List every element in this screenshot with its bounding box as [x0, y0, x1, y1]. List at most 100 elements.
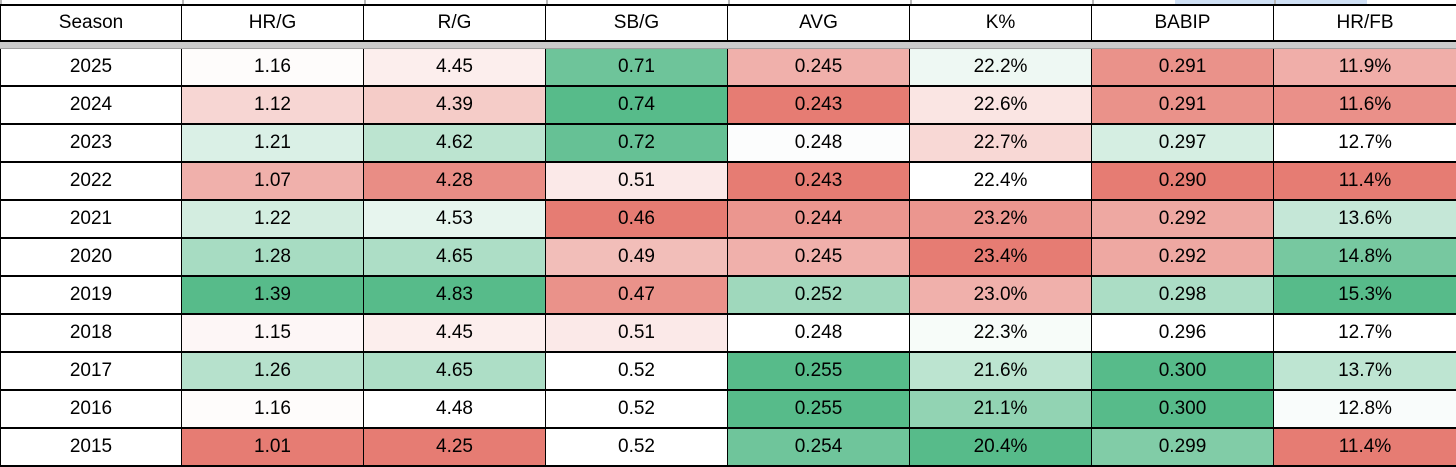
cell-2016-avg[interactable]: 0.255	[728, 391, 910, 427]
cell-2018-babip[interactable]: 0.296	[1092, 315, 1274, 351]
cell-2019-k[interactable]: 23.0%	[910, 277, 1092, 313]
cell-2018-k[interactable]: 22.3%	[910, 315, 1092, 351]
column-header-avg[interactable]: AVG	[728, 6, 910, 40]
cell-2025-season[interactable]: 2025	[0, 49, 182, 85]
cell-2022-hr-fb[interactable]: 11.4%	[1274, 163, 1456, 199]
cell-2025-hr-g[interactable]: 1.16	[182, 49, 364, 85]
cell-2017-season[interactable]: 2017	[0, 353, 182, 389]
selection-highlight-fragment	[1175, 0, 1367, 4]
cell-2021-hr-g[interactable]: 1.22	[182, 201, 364, 237]
cell-2016-hr-fb[interactable]: 12.8%	[1274, 391, 1456, 427]
cell-2020-babip[interactable]: 0.292	[1092, 239, 1274, 275]
cell-2019-sb-g[interactable]: 0.47	[546, 277, 728, 313]
cell-2022-r-g[interactable]: 4.28	[364, 163, 546, 199]
cell-2017-r-g[interactable]: 4.65	[364, 353, 546, 389]
cell-2019-babip[interactable]: 0.298	[1092, 277, 1274, 313]
cell-2023-hr-g[interactable]: 1.21	[182, 125, 364, 161]
cell-2018-sb-g[interactable]: 0.51	[546, 315, 728, 351]
cell-2019-hr-fb[interactable]: 15.3%	[1274, 277, 1456, 313]
cell-2019-avg[interactable]: 0.252	[728, 277, 910, 313]
cell-2015-hr-fb[interactable]: 11.4%	[1274, 429, 1456, 465]
cell-2024-avg[interactable]: 0.243	[728, 87, 910, 123]
cell-2024-sb-g[interactable]: 0.74	[546, 87, 728, 123]
cell-2015-babip[interactable]: 0.299	[1092, 429, 1274, 465]
cell-2020-hr-g[interactable]: 1.28	[182, 239, 364, 275]
cell-2023-r-g[interactable]: 4.62	[364, 125, 546, 161]
cell-2015-hr-g[interactable]: 1.01	[182, 429, 364, 465]
cell-2017-k[interactable]: 21.6%	[910, 353, 1092, 389]
cell-2024-season[interactable]: 2024	[0, 87, 182, 123]
cell-2024-k[interactable]: 22.6%	[910, 87, 1092, 123]
cell-2023-sb-g[interactable]: 0.72	[546, 125, 728, 161]
cell-2015-r-g[interactable]: 4.25	[364, 429, 546, 465]
cell-2017-hr-g[interactable]: 1.26	[182, 353, 364, 389]
cell-2020-season[interactable]: 2020	[0, 239, 182, 275]
column-header-season[interactable]: Season	[0, 6, 182, 40]
cell-2018-season[interactable]: 2018	[0, 315, 182, 351]
cell-2015-k[interactable]: 20.4%	[910, 429, 1092, 465]
column-header-r-g[interactable]: R/G	[364, 6, 546, 40]
cell-2016-r-g[interactable]: 4.48	[364, 391, 546, 427]
column-header-hr-fb[interactable]: HR/FB	[1274, 6, 1456, 40]
cell-2025-k[interactable]: 22.2%	[910, 49, 1092, 85]
cell-2022-sb-g[interactable]: 0.51	[546, 163, 728, 199]
cell-2025-sb-g[interactable]: 0.71	[546, 49, 728, 85]
column-header-babip[interactable]: BABIP	[1092, 6, 1274, 40]
cell-2020-r-g[interactable]: 4.65	[364, 239, 546, 275]
cell-2018-r-g[interactable]: 4.45	[364, 315, 546, 351]
cell-2023-babip[interactable]: 0.297	[1092, 125, 1274, 161]
cell-2023-k[interactable]: 22.7%	[910, 125, 1092, 161]
cell-2017-avg[interactable]: 0.255	[728, 353, 910, 389]
cell-2024-r-g[interactable]: 4.39	[364, 87, 546, 123]
column-header-k[interactable]: K%	[910, 6, 1092, 40]
cell-2022-season[interactable]: 2022	[0, 163, 182, 199]
cell-2025-babip[interactable]: 0.291	[1092, 49, 1274, 85]
cell-2021-babip[interactable]: 0.292	[1092, 201, 1274, 237]
cell-2017-hr-fb[interactable]: 13.7%	[1274, 353, 1456, 389]
cell-2022-k[interactable]: 22.4%	[910, 163, 1092, 199]
cell-2020-k[interactable]: 23.4%	[910, 239, 1092, 275]
cell-2019-r-g[interactable]: 4.83	[364, 277, 546, 313]
cell-2024-hr-g[interactable]: 1.12	[182, 87, 364, 123]
cell-2022-hr-g[interactable]: 1.07	[182, 163, 364, 199]
cell-2018-hr-g[interactable]: 1.15	[182, 315, 364, 351]
cell-2020-avg[interactable]: 0.245	[728, 239, 910, 275]
cell-2020-sb-g[interactable]: 0.49	[546, 239, 728, 275]
cell-2017-babip[interactable]: 0.300	[1092, 353, 1274, 389]
column-header-hr-g[interactable]: HR/G	[182, 6, 364, 40]
cell-2021-hr-fb[interactable]: 13.6%	[1274, 201, 1456, 237]
cell-2016-season[interactable]: 2016	[0, 391, 182, 427]
cell-2016-babip[interactable]: 0.300	[1092, 391, 1274, 427]
cell-2025-avg[interactable]: 0.245	[728, 49, 910, 85]
cell-2016-hr-g[interactable]: 1.16	[182, 391, 364, 427]
cell-2025-hr-fb[interactable]: 11.9%	[1274, 49, 1456, 85]
cell-2023-avg[interactable]: 0.248	[728, 125, 910, 161]
cell-2020-hr-fb[interactable]: 14.8%	[1274, 239, 1456, 275]
cell-2019-season[interactable]: 2019	[0, 277, 182, 313]
cell-2021-sb-g[interactable]: 0.46	[546, 201, 728, 237]
cell-2021-k[interactable]: 23.2%	[910, 201, 1092, 237]
cell-2024-babip[interactable]: 0.291	[1092, 87, 1274, 123]
cell-2023-season[interactable]: 2023	[0, 125, 182, 161]
column-header-sb-g[interactable]: SB/G	[546, 6, 728, 40]
cell-2017-sb-g[interactable]: 0.52	[546, 353, 728, 389]
cell-2016-k[interactable]: 21.1%	[910, 391, 1092, 427]
cell-2015-avg[interactable]: 0.254	[728, 429, 910, 465]
cell-2016-sb-g[interactable]: 0.52	[546, 391, 728, 427]
cell-2021-r-g[interactable]: 4.53	[364, 201, 546, 237]
gridline-tick	[728, 0, 730, 4]
cell-2025-r-g[interactable]: 4.45	[364, 49, 546, 85]
cell-2023-hr-fb[interactable]: 12.7%	[1274, 125, 1456, 161]
cell-2022-avg[interactable]: 0.243	[728, 163, 910, 199]
cell-2021-season[interactable]: 2021	[0, 201, 182, 237]
cell-2022-babip[interactable]: 0.290	[1092, 163, 1274, 199]
cell-2018-hr-fb[interactable]: 12.7%	[1274, 315, 1456, 351]
cell-2018-avg[interactable]: 0.248	[728, 315, 910, 351]
cell-2019-hr-g[interactable]: 1.39	[182, 277, 364, 313]
table-row-2025: 2025 1.16 4.45 0.71 0.245 22.2% 0.291 11.9%	[0, 49, 1456, 87]
cell-2015-season[interactable]: 2015	[0, 429, 182, 465]
cell-2015-sb-g[interactable]: 0.52	[546, 429, 728, 465]
cell-2021-avg[interactable]: 0.244	[728, 201, 910, 237]
cell-2024-hr-fb[interactable]: 11.6%	[1274, 87, 1456, 123]
